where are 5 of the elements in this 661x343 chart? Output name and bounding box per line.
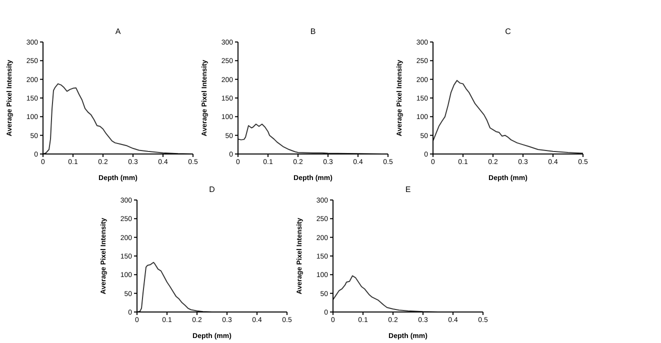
- chart-title: B: [309, 26, 317, 38]
- chart-title: D: [208, 184, 216, 196]
- chart-title: E: [404, 184, 412, 196]
- chart-title: C: [504, 26, 512, 38]
- chart-title: A: [114, 26, 122, 38]
